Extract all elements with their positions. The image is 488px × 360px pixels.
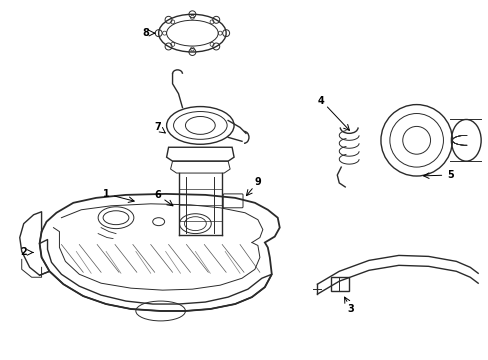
Text: 5: 5 (446, 170, 453, 180)
Text: 4: 4 (317, 96, 324, 105)
Text: 7: 7 (154, 122, 161, 132)
Text: 1: 1 (102, 189, 109, 199)
Text: 9: 9 (254, 177, 261, 187)
Text: 8: 8 (142, 28, 149, 38)
Text: 6: 6 (154, 190, 161, 200)
Text: 2: 2 (20, 247, 27, 257)
Text: 3: 3 (347, 304, 354, 314)
Bar (331, 277, 348, 291)
